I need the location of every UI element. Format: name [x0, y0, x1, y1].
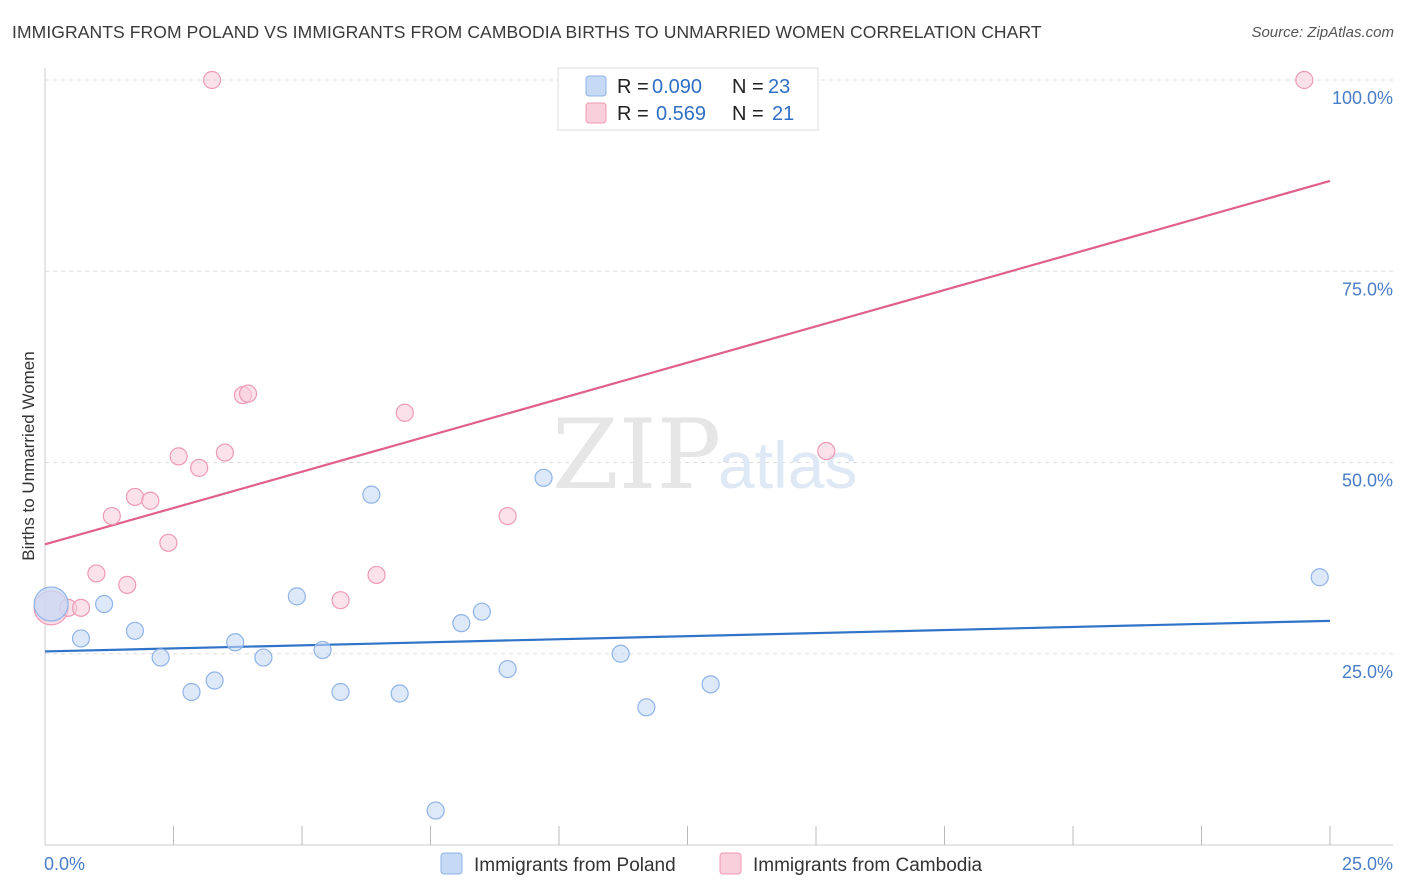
point-cambodia — [367, 565, 386, 585]
y-axis-label: Births to Unmarried Women — [19, 351, 38, 560]
point-poland — [362, 485, 381, 504]
point-poland — [611, 644, 630, 663]
point-poland — [182, 682, 201, 702]
point-cambodia — [331, 591, 350, 610]
legend-bottom-swatch-cambodia — [719, 852, 742, 875]
point-cambodia — [1295, 70, 1314, 90]
watermark: ZIP atlas — [552, 399, 857, 511]
point-poland — [33, 586, 69, 622]
grid-layer — [45, 79, 1393, 655]
x-tick-label: 0.0% — [44, 854, 85, 874]
point-cambodia — [215, 443, 234, 462]
trend-line-cambodia — [44, 179, 1331, 546]
point-poland — [1310, 568, 1329, 587]
legend-cambodia-r-label: R = — [617, 103, 649, 125]
point-poland — [534, 468, 553, 487]
point-poland — [637, 698, 656, 717]
legend-cambodia-r-value: 0.569 — [656, 103, 706, 125]
point-poland — [71, 629, 91, 648]
legend-bottom-label-cambodia: Immigrants from Cambodia — [753, 855, 983, 876]
y-tick-label: 25.0% — [1342, 662, 1393, 682]
point-poland — [472, 602, 491, 621]
point-poland — [226, 633, 245, 652]
legend-bottom-label-poland: Immigrants from Poland — [474, 855, 676, 876]
point-poland — [151, 648, 170, 667]
watermark-atlas: atlas — [718, 428, 857, 502]
y-tick-label: 75.0% — [1342, 279, 1393, 299]
trend-line-poland — [44, 619, 1331, 653]
point-poland — [426, 801, 445, 820]
legend-bottom: Immigrants from Poland Immigrants from C… — [440, 852, 983, 876]
point-cambodia — [71, 598, 91, 617]
axis-layer: 25.0% 50.0% 75.0% 100.0% 0.0% 25.0% — [44, 68, 1393, 874]
point-poland — [331, 682, 350, 702]
point-cambodia — [202, 70, 222, 90]
point-cambodia — [118, 575, 137, 595]
y-tick-label: 100.0% — [1332, 88, 1393, 108]
chart-title: IMMIGRANTS FROM POLAND VS IMMIGRANTS FRO… — [12, 22, 1042, 42]
trend-layer — [44, 179, 1331, 653]
legend-bottom-swatch-poland — [440, 852, 463, 875]
point-poland — [390, 684, 409, 703]
point-cambodia — [169, 447, 188, 466]
legend-poland-n-value: 23 — [768, 76, 790, 98]
point-cambodia — [141, 491, 160, 510]
point-poland — [452, 614, 471, 633]
legend-top: R = 0.090 N = 23 R = 0.569 N = 21 — [557, 67, 819, 131]
legend-swatch-cambodia — [585, 102, 607, 124]
point-cambodia — [498, 506, 517, 526]
point-cambodia — [125, 487, 145, 507]
points-layer — [33, 70, 1329, 820]
point-poland — [205, 671, 224, 690]
legend-poland-r-value: 0.090 — [652, 76, 702, 98]
legend-swatch-poland — [585, 75, 607, 97]
point-poland — [254, 648, 273, 667]
point-poland — [701, 675, 720, 694]
watermark-zip: ZIP — [552, 399, 721, 511]
point-poland — [287, 587, 306, 606]
legend-poland-n-label: N = — [732, 76, 764, 98]
point-cambodia — [817, 441, 836, 461]
point-poland — [125, 621, 145, 640]
point-cambodia — [159, 533, 178, 552]
x-tick-label: 25.0% — [1342, 854, 1393, 874]
point-cambodia — [238, 384, 258, 403]
legend-cambodia-n-value: 21 — [772, 103, 794, 125]
legend-poland-r-label: R = — [617, 76, 649, 98]
point-cambodia — [190, 458, 209, 477]
chart-source: Source: ZipAtlas.com — [1251, 24, 1394, 41]
legend-cambodia-n-label: N = — [732, 103, 764, 125]
y-tick-label: 50.0% — [1342, 471, 1393, 491]
point-poland — [95, 594, 114, 614]
point-poland — [313, 640, 332, 660]
point-cambodia — [87, 564, 106, 583]
point-poland — [498, 659, 517, 679]
point-cambodia — [395, 403, 414, 422]
point-cambodia — [102, 506, 121, 526]
